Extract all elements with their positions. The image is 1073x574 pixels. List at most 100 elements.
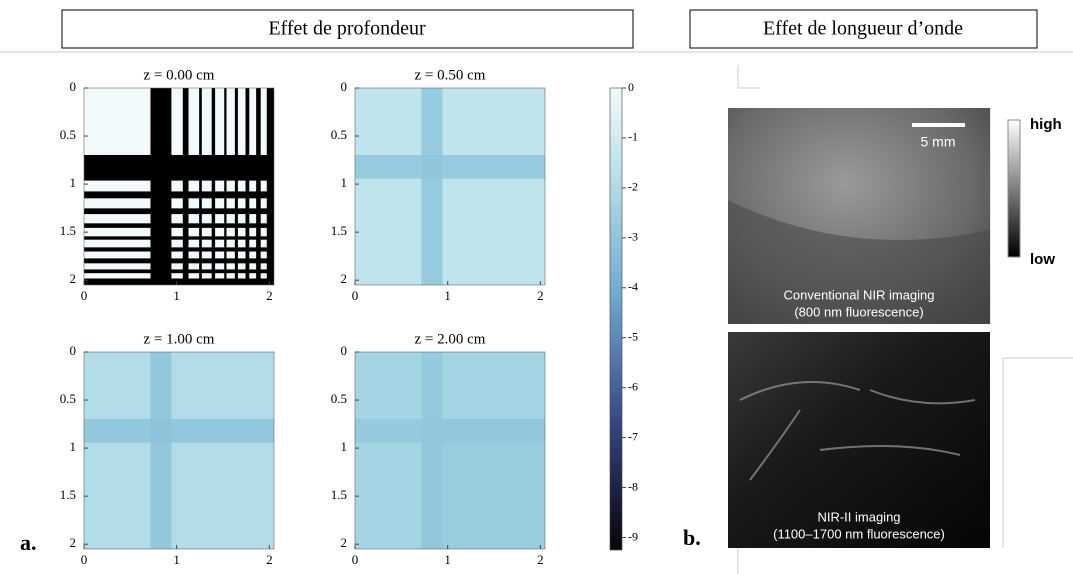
heatmap-cell — [188, 198, 200, 209]
heatmap-cell — [84, 88, 151, 155]
heatmap-cell — [201, 263, 212, 270]
heatmap-cell — [201, 227, 212, 237]
heatmap-cell — [84, 273, 151, 279]
colorbar — [1007, 119, 1021, 258]
heatmap-cell — [84, 263, 151, 270]
heatmap-cell — [84, 227, 151, 237]
heatmap — [84, 352, 274, 549]
y-tick-label: 1.5 — [60, 223, 76, 238]
heatmap-cell — [201, 198, 212, 209]
y-tick-label: 0 — [341, 343, 348, 358]
header-box — [61, 9, 634, 49]
y-tick-label: 1.5 — [60, 487, 76, 502]
heatmap-cell — [201, 88, 212, 155]
heatmap-cell — [171, 198, 183, 209]
heatmap-cell — [215, 239, 225, 248]
heatmap-cell — [226, 198, 235, 209]
heatmap-cell — [201, 251, 212, 259]
heatmap-cell — [260, 239, 267, 248]
photo — [728, 332, 990, 548]
heatmap-cell — [260, 214, 267, 224]
heatmap-cell — [215, 227, 225, 237]
x-tick-label: 1 — [444, 552, 451, 567]
heatmap-cell — [237, 263, 246, 270]
y-tick-label: 1 — [341, 175, 348, 190]
heatmap-cell — [237, 251, 246, 259]
heatmap-cell — [84, 251, 151, 259]
y-tick-label: 0.5 — [331, 391, 347, 406]
heatmap-cell — [237, 180, 246, 192]
axes-frame — [83, 351, 275, 550]
x-tick-label: 0 — [352, 288, 359, 303]
heatmap-cell — [249, 251, 257, 259]
heatmap-cell — [260, 180, 267, 192]
heatmap-band — [84, 418, 274, 443]
heatmap-cell — [249, 239, 257, 248]
colorbar-tick-label: -8 — [628, 479, 638, 493]
x-tick-label: 2 — [266, 288, 273, 303]
heatmap-cell — [226, 227, 235, 237]
colorbar-label: high — [1030, 116, 1062, 133]
x-tick-label: 1 — [173, 288, 180, 303]
y-tick-label: 1.5 — [331, 487, 347, 502]
colorbar — [609, 87, 623, 551]
y-tick-label: 2 — [70, 271, 77, 286]
colorbar-tick-label: 0 — [628, 80, 634, 94]
header: Effet de longueur d’onde — [763, 18, 963, 40]
heatmap-cell — [215, 251, 225, 259]
heatmap-cell — [201, 273, 212, 279]
y-tick-label: 0.5 — [60, 391, 76, 406]
x-tick-label: 2 — [537, 288, 544, 303]
heatmap-cell — [171, 239, 183, 248]
heatmap-cell — [226, 214, 235, 224]
scale-bar-label: 5 mm — [921, 134, 956, 150]
plot-title: z = 2.00 cm — [415, 331, 486, 347]
heatmap-band — [421, 88, 443, 285]
heatmap-cell — [215, 88, 225, 155]
heatmap-cell — [215, 214, 225, 224]
y-tick-label: 0.5 — [60, 127, 76, 142]
colorbar-label: low — [1030, 251, 1055, 268]
heatmap-cell — [84, 180, 151, 192]
caption: Conventional NIR imaging — [783, 287, 934, 302]
heatmap-cell — [249, 263, 257, 270]
heatmap-cell — [171, 263, 183, 270]
heatmap-cell — [201, 214, 212, 224]
heatmap-cell — [249, 214, 257, 224]
heatmap-cell — [215, 180, 225, 192]
y-tick-label: 0 — [70, 79, 77, 94]
colorbar-tick-label: -2 — [628, 180, 638, 194]
colorbar-tick-label: -7 — [628, 429, 638, 443]
y-tick-label: 2 — [341, 271, 348, 286]
heatmap-cell — [249, 227, 257, 237]
heatmap-cell — [237, 227, 246, 237]
heatmap-cell — [188, 239, 200, 248]
colorbar-tick-label: -9 — [628, 529, 638, 543]
x-tick-label: 2 — [266, 552, 273, 567]
colorbar-tick-label: -5 — [628, 329, 638, 343]
heatmap-cell — [84, 239, 151, 248]
y-tick-label: 0 — [341, 79, 348, 94]
heatmap-cell — [237, 214, 246, 224]
caption: (800 nm fluorescence) — [794, 304, 923, 319]
heatmap-cell — [226, 180, 235, 192]
heatmap-cell — [237, 88, 246, 155]
plot-title: z = 0.00 cm — [144, 67, 215, 83]
heatmap-cell — [171, 214, 183, 224]
heatmap-cell — [171, 180, 183, 192]
heatmap-band — [355, 154, 545, 179]
x-tick-label: 1 — [173, 552, 180, 567]
heatmap-cell — [215, 273, 225, 279]
heatmap-cell — [237, 273, 246, 279]
y-tick-label: 0.5 — [331, 127, 347, 142]
y-tick-label: 2 — [70, 535, 77, 550]
heatmap-cell — [226, 239, 235, 248]
x-tick-label: 1 — [444, 288, 451, 303]
panel-label: b. — [683, 525, 701, 550]
heatmap-cell — [249, 180, 257, 192]
heatmap-cell — [237, 198, 246, 209]
heatmap-cell — [226, 273, 235, 279]
heatmap-cell — [171, 227, 183, 237]
y-tick-label: 0 — [70, 343, 77, 358]
